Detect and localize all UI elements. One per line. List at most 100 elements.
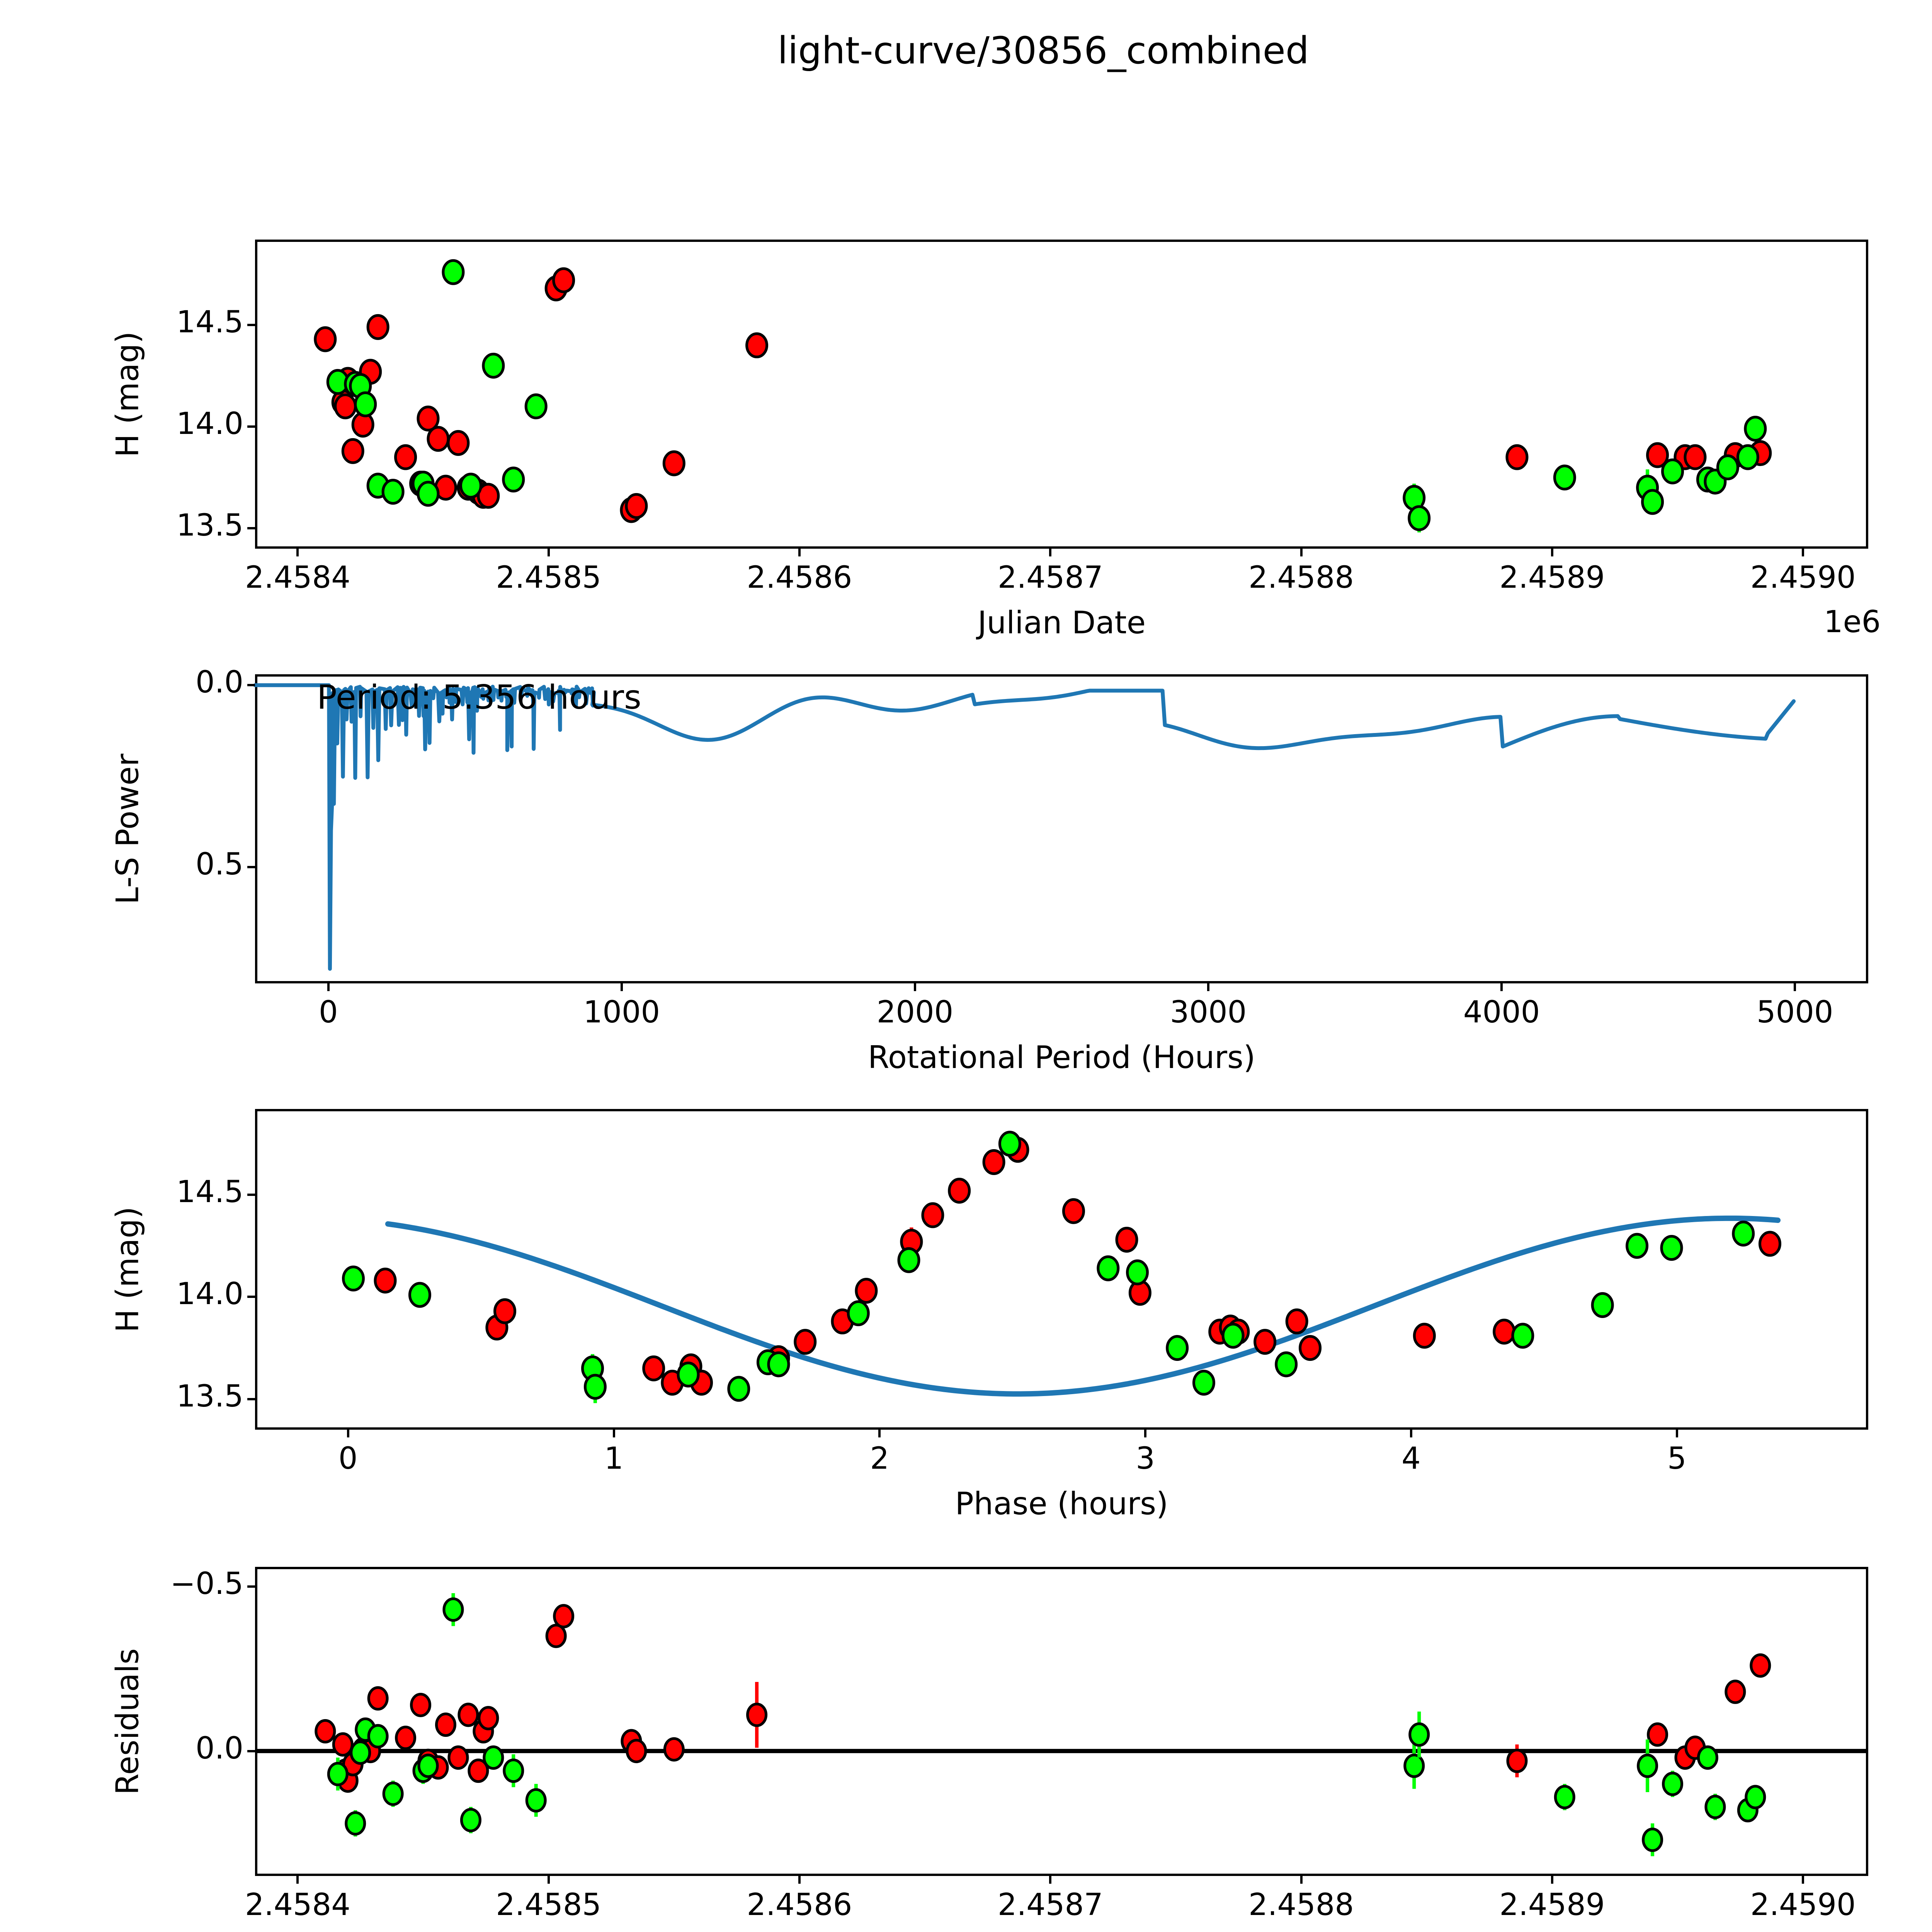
- x-tick-label: 2: [870, 1441, 889, 1476]
- y-tick-label: 14.0: [176, 1277, 243, 1312]
- plot-area-lightcurve: [314, 259, 1772, 532]
- data-point: [525, 1788, 547, 1813]
- y-tick-mark: [247, 1750, 255, 1752]
- data-point: [477, 483, 500, 509]
- x-tick-label: 3: [1136, 1441, 1155, 1476]
- data-point: [482, 352, 505, 379]
- data-point: [417, 1753, 439, 1778]
- data-point: [1637, 1753, 1658, 1778]
- data-point: [503, 1759, 524, 1783]
- data-point: [982, 1149, 1005, 1175]
- data-point: [447, 430, 470, 456]
- data-point: [374, 1267, 397, 1294]
- data-point: [417, 405, 440, 432]
- x-tick-mark: [327, 983, 330, 991]
- data-point: [1647, 1722, 1668, 1747]
- x-tick-mark: [1675, 1430, 1678, 1437]
- y-tick-mark: [247, 527, 255, 530]
- data-point: [1553, 464, 1576, 491]
- x-tick-mark: [296, 549, 299, 556]
- data-point: [314, 326, 337, 352]
- data-point: [315, 1719, 336, 1744]
- y-axis-label: Residuals: [109, 1648, 146, 1795]
- data-point: [1408, 1722, 1430, 1747]
- data-point: [583, 1374, 607, 1400]
- data-point: [1744, 415, 1767, 442]
- y-tick-label: 0.0: [195, 1731, 243, 1766]
- data-point: [502, 466, 525, 493]
- x-tick-mark: [878, 1430, 881, 1437]
- x-tick-label: 2000: [876, 995, 954, 1030]
- y-axis-label: L-S Power: [109, 753, 146, 905]
- data-point: [354, 391, 377, 417]
- data-point: [334, 393, 357, 420]
- data-point: [1716, 454, 1739, 480]
- data-point: [746, 1702, 768, 1727]
- y-axis-label: H (mag): [109, 1206, 146, 1332]
- data-point: [366, 314, 389, 340]
- data-point: [1062, 1198, 1085, 1224]
- data-point: [478, 1706, 499, 1730]
- sinusoid-fit-line: [385, 1215, 1781, 1397]
- data-point: [1413, 1323, 1436, 1349]
- plot-area-periodogram: [253, 683, 1796, 971]
- data-point: [1704, 1794, 1726, 1819]
- y-tick-mark: [247, 1585, 255, 1588]
- data-point: [1684, 444, 1707, 470]
- data-point: [1662, 1772, 1684, 1796]
- series-red: [315, 1604, 1771, 1793]
- y-tick-mark: [247, 1194, 255, 1196]
- data-point: [921, 1202, 944, 1228]
- data-point: [1641, 489, 1664, 515]
- x-tick-mark: [547, 1876, 550, 1884]
- data-point: [1505, 444, 1529, 470]
- data-point: [1097, 1255, 1120, 1281]
- x-tick-mark: [620, 983, 623, 991]
- x-tick-label: 2.4590: [1750, 560, 1856, 595]
- x-tick-mark: [913, 983, 916, 991]
- data-point: [1493, 1318, 1516, 1345]
- data-point: [1126, 1259, 1149, 1286]
- series-green: [342, 1131, 1755, 1403]
- x-tick-label: 2.4589: [1499, 1888, 1605, 1922]
- x-tick-label: 2.4587: [997, 1888, 1103, 1922]
- data-point: [1166, 1335, 1189, 1361]
- data-point: [1511, 1323, 1534, 1349]
- data-point: [367, 1724, 389, 1748]
- data-point: [1253, 1329, 1277, 1355]
- data-point: [767, 1351, 790, 1378]
- x-tick-mark: [1207, 983, 1210, 991]
- data-point: [341, 438, 364, 464]
- data-point: [1732, 1220, 1755, 1247]
- data-point: [642, 1355, 665, 1381]
- x-tick-mark: [798, 549, 801, 556]
- x-tick-mark: [798, 1876, 801, 1884]
- x-tick-mark: [547, 549, 550, 556]
- data-point: [855, 1278, 878, 1304]
- axes-frame-lightcurve: [255, 240, 1868, 549]
- x-tick-mark: [1049, 1876, 1052, 1884]
- x-tick-label: 5000: [1756, 995, 1833, 1030]
- x-tick-mark: [612, 1430, 615, 1437]
- data-point: [1192, 1369, 1215, 1396]
- data-point: [1697, 1745, 1718, 1770]
- x-tick-label: 2.4587: [997, 560, 1103, 595]
- data-point: [998, 1131, 1021, 1157]
- x-tick-mark: [1144, 1430, 1147, 1437]
- y-tick-mark: [247, 1398, 255, 1400]
- data-point: [1646, 442, 1669, 468]
- x-tick-label: 2.4590: [1750, 1888, 1856, 1922]
- y-tick-label: 14.5: [176, 305, 243, 340]
- y-tick-label: 0.0: [195, 665, 243, 700]
- data-point: [545, 1624, 567, 1648]
- axes-frame-phasefold: [255, 1109, 1868, 1430]
- data-point: [625, 493, 648, 519]
- y-tick-label: −0.5: [170, 1566, 243, 1602]
- series-red: [374, 1137, 1782, 1396]
- x-tick-mark: [1300, 1876, 1303, 1884]
- x-tick-mark: [347, 1430, 349, 1437]
- y-tick-label: 0.5: [195, 847, 243, 882]
- data-point: [460, 1808, 481, 1832]
- x-tick-mark: [1049, 549, 1052, 556]
- panel-periodogram: [253, 674, 1868, 983]
